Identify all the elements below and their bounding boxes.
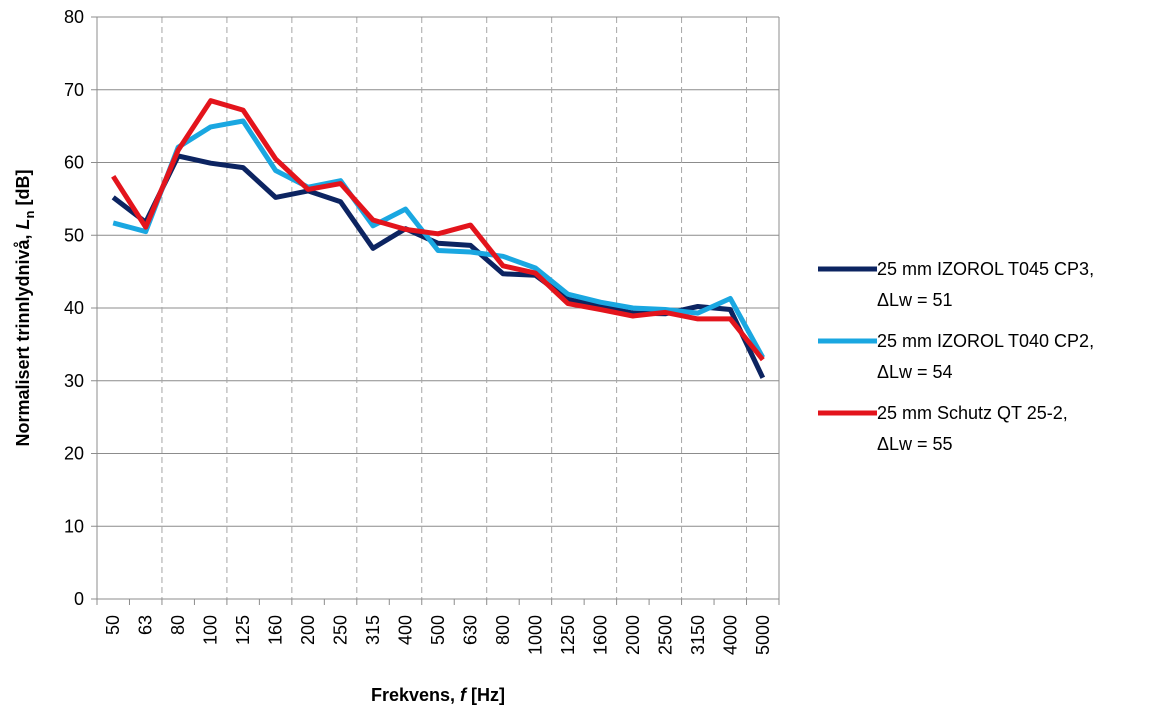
grid — [97, 16, 779, 599]
x-tick-label: 315 — [363, 615, 383, 645]
series-line — [112, 118, 765, 359]
axes — [91, 16, 780, 605]
y-axis-title-subscript: n — [22, 210, 37, 218]
x-tick-labels: 50 63 80 100 125 160 200 250 315 400 500 630 800 1000… — [103, 615, 773, 655]
x-tick-label: 1000 — [525, 615, 545, 655]
legend: 25 mm IZOROL T045 CP3, ΔLw = 51 25 mm IZOR… — [818, 259, 1094, 454]
y-tick-label: 30 — [64, 371, 84, 391]
legend-label: 25 mm Schutz QT 25-2, — [877, 403, 1068, 423]
legend-label: 25 mm IZOROL T040 CP2, — [877, 331, 1094, 351]
y-tick-label: 80 — [64, 7, 84, 27]
y-axis-title-unit: [dB] — [13, 170, 33, 211]
x-tick-label: 400 — [396, 615, 416, 645]
y-axis-title-variable: L — [13, 218, 33, 229]
x-tick-label: 50 — [103, 615, 123, 635]
y-tick-label: 10 — [64, 516, 84, 536]
y-tick-label: 20 — [64, 444, 84, 464]
x-tick-label: 2000 — [623, 615, 643, 655]
x-tick-label: 160 — [266, 615, 286, 645]
series-lines — [111, 98, 766, 379]
y-tick-label: 0 — [74, 589, 84, 609]
series-line — [111, 153, 766, 379]
x-axis-title-unit: [Hz] — [466, 685, 505, 705]
y-tick-label: 40 — [64, 298, 84, 318]
axis-titles: Frekvens, f [Hz] Normalisert trinnlydnivå… — [13, 170, 505, 706]
x-tick-label: 250 — [331, 615, 351, 645]
x-axis-title: Frekvens, f [Hz] — [371, 685, 505, 705]
x-tick-label: 125 — [233, 615, 253, 645]
x-tick-label: 1600 — [590, 615, 610, 655]
x-tick-label: 800 — [493, 615, 513, 645]
x-axis-title-text: Frekvens, — [371, 685, 460, 705]
legend-label-rating: ΔLw = 54 — [877, 362, 953, 382]
series-line — [111, 98, 765, 362]
y-tick-labels: 0 10 20 30 40 50 60 70 80 — [64, 7, 84, 609]
y-axis-title-text: Normalisert trinnlydnivå, — [13, 229, 33, 446]
y-tick-label: 70 — [64, 80, 84, 100]
x-tick-label: 3150 — [688, 615, 708, 655]
x-tick-label: 500 — [428, 615, 448, 645]
x-tick-label: 100 — [201, 615, 221, 645]
x-tick-label: 1250 — [558, 615, 578, 655]
x-tick-label: 200 — [298, 615, 318, 645]
x-tick-label: 5000 — [753, 615, 773, 655]
x-tick-label: 2500 — [655, 615, 675, 655]
x-tick-label: 4000 — [720, 615, 740, 655]
y-tick-label: 60 — [64, 153, 84, 173]
x-axis-title-variable: f — [460, 685, 468, 705]
x-tick-label: 63 — [136, 615, 156, 635]
x-tick-label: 80 — [168, 615, 188, 635]
y-tick-label: 50 — [64, 225, 84, 245]
legend-label: 25 mm IZOROL T045 CP3, — [877, 259, 1094, 279]
legend-label-rating: ΔLw = 55 — [877, 434, 953, 454]
legend-label-rating: ΔLw = 51 — [877, 290, 953, 310]
y-axis-title: Normalisert trinnlydnivå, Ln [dB] — [13, 170, 37, 447]
x-tick-label: 630 — [460, 615, 480, 645]
